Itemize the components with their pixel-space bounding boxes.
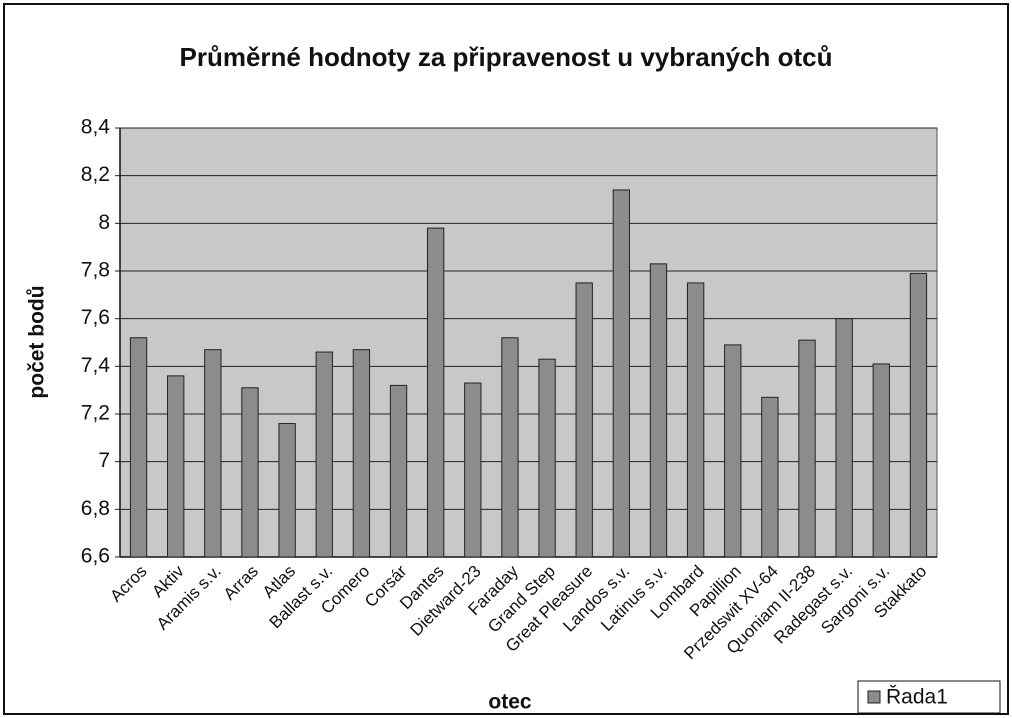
bar [612, 189, 631, 558]
bar [278, 423, 296, 558]
bar [204, 349, 222, 558]
bar [724, 344, 742, 558]
bar [241, 387, 259, 558]
bar [167, 375, 185, 558]
bar [129, 337, 148, 558]
bar [352, 349, 371, 558]
bar [872, 363, 890, 558]
chart-title: Průměrné hodnoty za připravenost u vybra… [179, 42, 833, 72]
bar [315, 351, 333, 558]
bar [575, 282, 593, 558]
y-tick-label: 7,2 [81, 402, 110, 425]
bar [909, 272, 928, 558]
bar [464, 382, 482, 558]
bar [426, 227, 445, 558]
bar [389, 384, 408, 558]
y-tick-label: 8,2 [81, 163, 110, 186]
bar [686, 282, 705, 558]
legend-box [857, 680, 1001, 714]
bar [501, 337, 519, 558]
y-tick-label: 7,8 [81, 259, 110, 282]
bar [835, 318, 853, 558]
y-tick-label: 8 [98, 211, 110, 234]
legend-label: Řada1 [886, 686, 948, 709]
y-tick-label: 6,6 [81, 545, 110, 568]
bar [649, 263, 668, 558]
legend-swatch [867, 690, 881, 704]
y-tick-label: 6,8 [81, 497, 110, 520]
y-tick-label: 7,4 [81, 354, 111, 377]
x-axis-label: otec [488, 691, 532, 714]
y-tick-label: 7,6 [81, 306, 110, 329]
bar [538, 358, 556, 558]
bar [798, 339, 816, 558]
bar [761, 396, 779, 558]
y-axis-label: počet bodů [26, 285, 49, 398]
y-tick-label: 8,4 [81, 116, 111, 139]
y-tick-label: 7 [98, 449, 110, 472]
